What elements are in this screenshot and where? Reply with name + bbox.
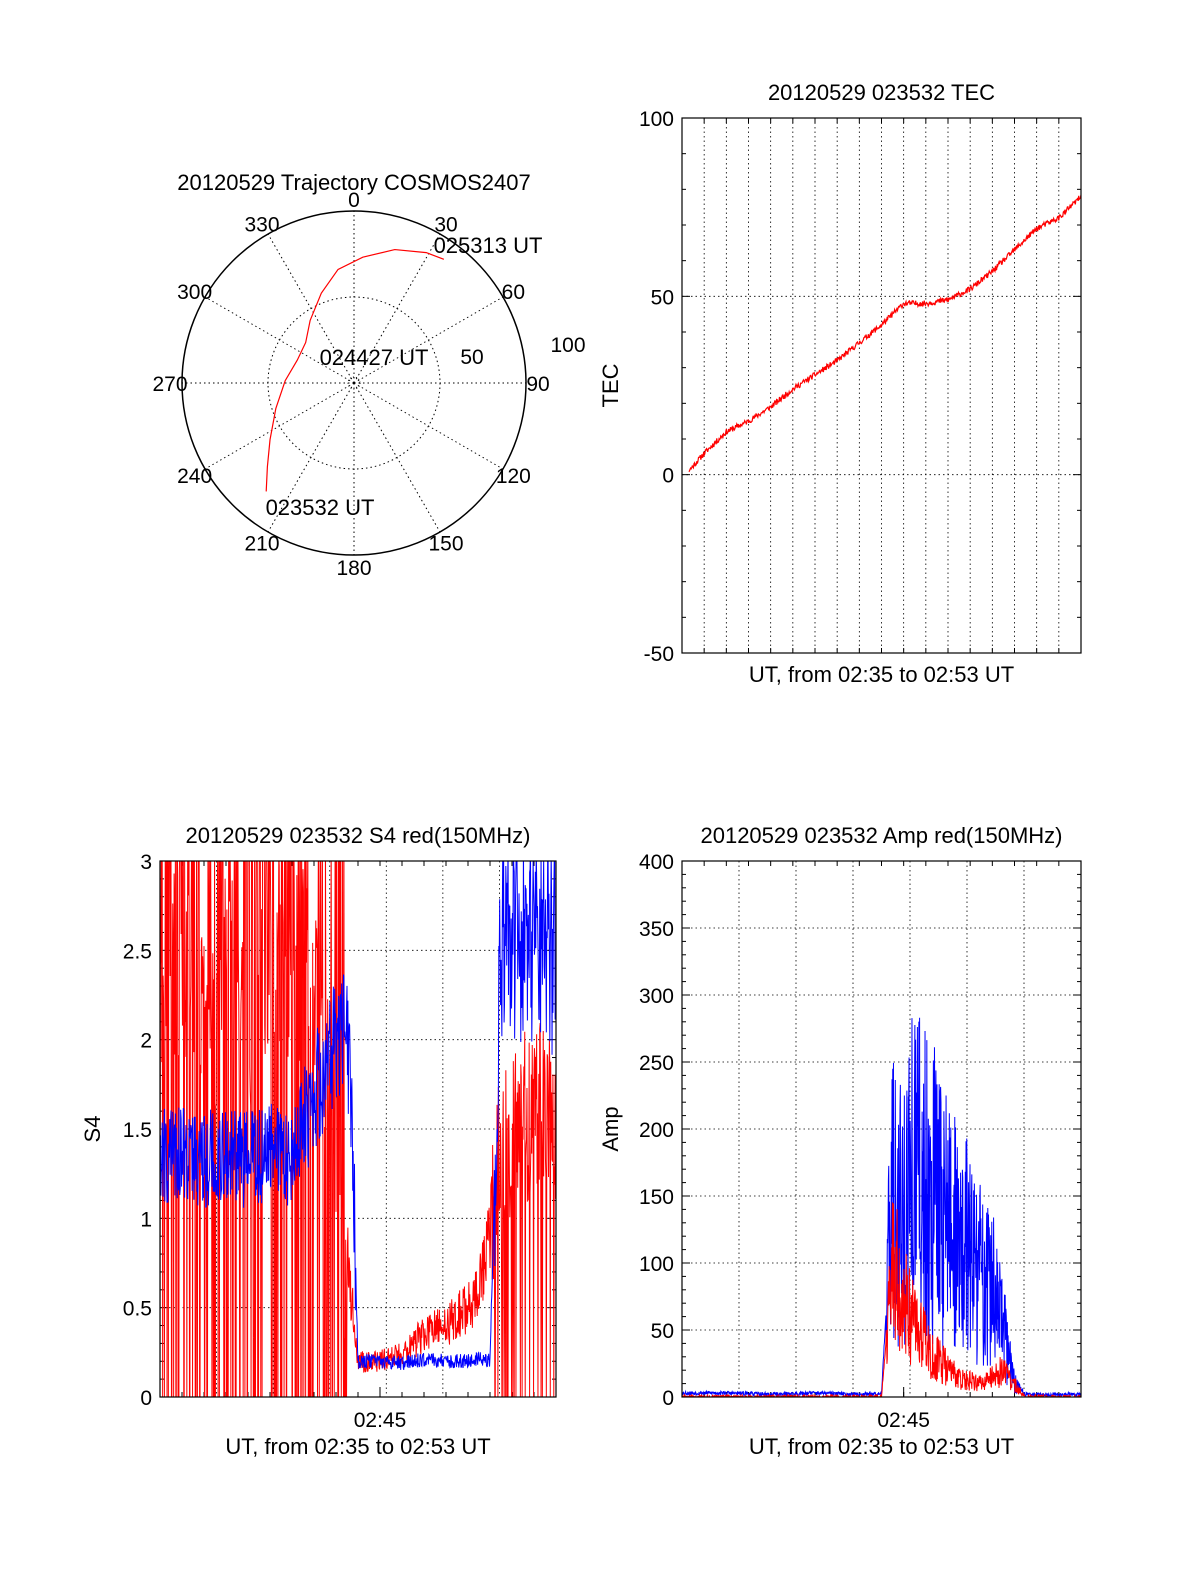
polar-radial-label-100: 100	[550, 334, 585, 357]
plot-frame	[681, 860, 1082, 1398]
series-line-red	[160, 861, 556, 1397]
plot-area	[682, 1017, 1081, 1397]
polar-spoke	[353, 382, 441, 533]
y-tick-label: 200	[639, 1119, 674, 1142]
trajectory-time-annotation: 023532 UT	[266, 495, 375, 520]
y-tick-label: 350	[639, 918, 674, 941]
polar-angle-label: 120	[496, 465, 531, 488]
polar-spoke	[353, 296, 504, 384]
y-tick-label: 100	[639, 108, 674, 131]
series-line-red	[688, 194, 1081, 473]
y-tick-label: 150	[639, 1186, 674, 1209]
polar-spoke	[267, 382, 355, 533]
trajectory-time-annotation: 025313 UT	[434, 233, 543, 258]
polar-spoke	[267, 233, 355, 384]
polar-angle-label: 30	[434, 214, 457, 237]
x-tick-label: 02:45	[354, 1409, 407, 1432]
y-tick-label: 250	[639, 1052, 674, 1075]
chart-title: 20120529 023532 TEC	[768, 80, 995, 105]
polar-angle-label: 90	[526, 373, 549, 396]
polar-angle-label: 300	[177, 281, 212, 304]
plot-frame	[159, 860, 557, 1398]
y-tick-label: 2.5	[123, 940, 152, 963]
s4-chart-panel: 0 0.5 1 1.5 2 2.5 3 02:45 20120529 023532 S4 red…	[80, 823, 557, 1459]
polar-spoke	[204, 296, 355, 384]
y-axis-label: TEC	[598, 363, 623, 407]
polar-spoke	[204, 382, 355, 470]
y-tick-label: 100	[639, 1253, 674, 1276]
plot-area	[160, 861, 556, 1397]
trajectory-time-annotation: 024427 UT	[320, 345, 429, 370]
y-tick-label: 300	[639, 985, 674, 1008]
y-tick-label: 400	[639, 851, 674, 874]
tec-chart-panel: -50 0 50 100 20120529 023532 TEC UT, from 02:…	[598, 80, 1082, 687]
series-line-blue	[160, 861, 556, 1370]
x-axis-label: UT, from 02:35 to 02:53 UT	[749, 1434, 1014, 1459]
y-tick-label: 1.5	[123, 1119, 152, 1142]
polar-angle-label: 240	[177, 465, 212, 488]
y-tick-label: 0	[662, 1387, 674, 1410]
polar-angle-label: 150	[428, 532, 463, 555]
y-tick-label: 1	[140, 1208, 152, 1231]
plot-frame	[681, 117, 1082, 654]
y-tick-label: 0	[140, 1387, 152, 1410]
trajectory-track-line	[265, 248, 445, 492]
polar-angle-label: 270	[152, 373, 187, 396]
polar-angle-label: 60	[502, 281, 525, 304]
y-axis-label: S4	[80, 1116, 105, 1143]
x-tick-label: 02:45	[877, 1409, 930, 1432]
chart-title: 20120529 023532 Amp red(150MHz)	[700, 823, 1062, 848]
x-axis-label: UT, from 02:35 to 02:53 UT	[749, 662, 1014, 687]
polar-radial-label-50: 50	[460, 346, 483, 369]
trajectory-title: 20120529 Trajectory COSMOS2407	[177, 170, 530, 195]
series-line-blue	[682, 1017, 1081, 1397]
y-tick-label: 0	[662, 465, 674, 488]
series-line-red	[682, 1202, 1081, 1397]
x-axis-label: UT, from 02:35 to 02:53 UT	[225, 1434, 490, 1459]
chart-title: 20120529 023532 S4 red(150MHz)	[186, 823, 531, 848]
polar-spoke	[353, 382, 504, 470]
polar-angle-label: 210	[244, 532, 279, 555]
amp-chart-panel: 0 50 100 150 200 250 300 350 400 02:45 20120529 02…	[598, 823, 1082, 1459]
y-tick-label: 50	[651, 1320, 674, 1343]
y-tick-label: 0.5	[123, 1298, 152, 1321]
polar-angle-label: 330	[244, 214, 279, 237]
plot-area	[688, 194, 1081, 473]
y-tick-label: 50	[651, 286, 674, 309]
y-tick-label: -50	[644, 643, 674, 666]
polar-angle-label: 0	[348, 189, 360, 212]
y-tick-label: 2	[140, 1030, 152, 1053]
polar-spoke	[353, 233, 441, 384]
y-tick-label: 3	[140, 851, 152, 874]
y-axis-label: Amp	[598, 1106, 623, 1151]
polar-angle-label: 180	[336, 557, 371, 580]
